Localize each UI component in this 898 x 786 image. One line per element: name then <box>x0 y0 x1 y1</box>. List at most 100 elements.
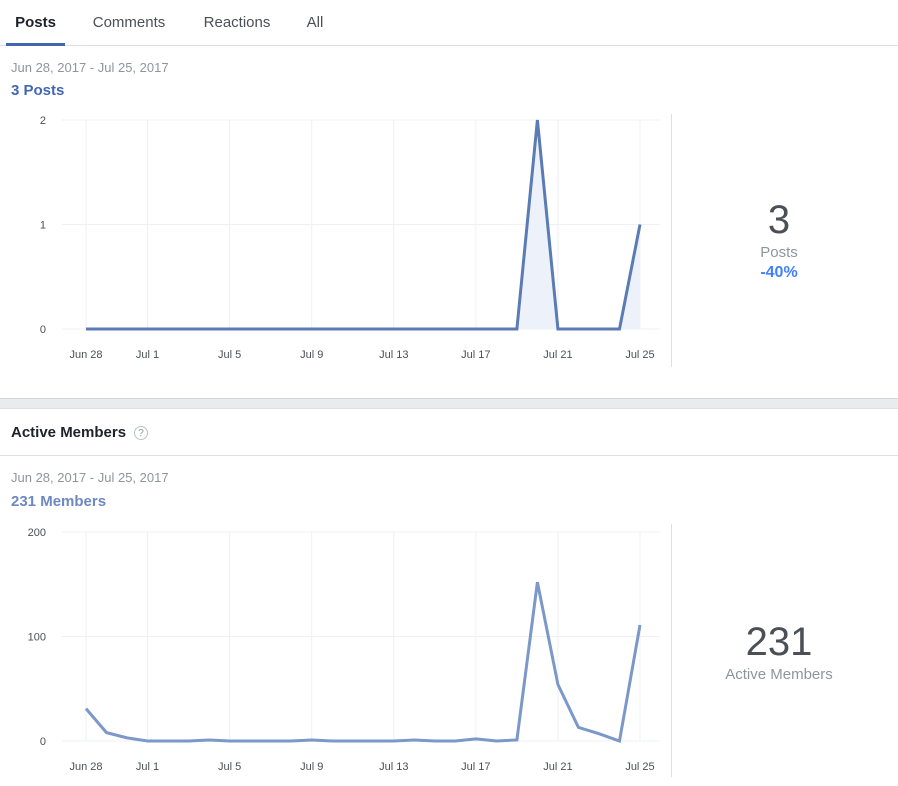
posts-chart-data-point <box>433 328 436 331</box>
members-chart-data-point <box>597 732 600 735</box>
posts-chart-data-point <box>372 328 375 331</box>
members-chart-data-point <box>536 581 539 584</box>
posts-chart-data-point <box>249 328 252 331</box>
posts-chart-data-point <box>454 328 457 331</box>
members-date-range: Jun 28, 2017 - Jul 25, 2017 <box>11 470 169 485</box>
posts-chart-x-tick-label: Jul 25 <box>625 349 654 361</box>
members-chart-x-tick-label: Jul 25 <box>625 761 654 773</box>
posts-stat-divider <box>671 114 672 367</box>
members-chart-data-point <box>495 740 498 743</box>
posts-stat-value: 3 <box>767 198 791 242</box>
members-chart-data-point <box>433 740 436 743</box>
posts-chart-data-point <box>187 328 190 331</box>
posts-chart-data-point <box>167 328 170 331</box>
posts-chart-x-tick-label: Jul 5 <box>218 349 241 361</box>
posts-chart-y-tick-label: 1 <box>40 220 46 232</box>
members-chart-data-point <box>372 740 375 743</box>
members-chart-data-point <box>351 740 354 743</box>
members-chart-data-point <box>85 707 88 710</box>
members-chart-data-point <box>228 740 231 743</box>
members-chart-x-tick-label: Jul 21 <box>543 761 572 773</box>
members-chart-x-tick-label: Jul 13 <box>379 761 408 773</box>
members-stat-label: Active Members <box>725 666 833 683</box>
posts-chart-data-point <box>269 328 272 331</box>
members-chart-x-tick-label: Jul 17 <box>461 761 490 773</box>
posts-chart-data-point <box>495 328 498 331</box>
posts-summary-link[interactable]: 3 Posts <box>11 82 65 99</box>
members-stat-divider <box>671 524 672 777</box>
question-icon[interactable]: ? <box>134 426 148 440</box>
members-chart-y-tick-label: 200 <box>28 527 46 539</box>
posts-chart-x-tick-label: Jul 9 <box>300 349 323 361</box>
members-chart-data-point <box>454 740 457 743</box>
members-chart-x-tick-label: Jul 9 <box>300 761 323 773</box>
active-members-title: Active Members <box>11 424 127 441</box>
members-chart-x-tick-label: Jul 5 <box>218 761 241 773</box>
posts-chart-y-tick-label: 2 <box>40 115 46 127</box>
members-chart-data-point <box>639 624 642 627</box>
posts-chart-series-line <box>86 119 642 331</box>
posts-chart-data-point <box>577 328 580 331</box>
members-chart-data-point <box>474 737 477 740</box>
posts-chart-x-tick-label: Jul 17 <box>461 349 490 361</box>
members-chart: 0 100 200 Jun 28 Jul 1 Jul 5 Jul 9 Jul 13 Jul 17… <box>28 527 660 773</box>
members-chart-x-tick-label: Jun 28 <box>69 761 102 773</box>
posts-chart-data-point <box>515 328 518 331</box>
posts-chart-data-point <box>597 328 600 331</box>
tab-all[interactable]: All <box>306 14 324 31</box>
tab-bar: Posts Comments Reactions All <box>0 0 898 46</box>
posts-chart-data-point <box>310 328 313 331</box>
members-chart-y-tick-label: 0 <box>40 736 46 748</box>
members-chart-data-point <box>208 738 211 741</box>
members-chart-x-tick-label: Jul 1 <box>136 761 159 773</box>
posts-chart-data-point <box>331 328 334 331</box>
posts-chart: 0 1 2 Jun 28 Jul 1 Jul 5 Jul 9 Jul 13 Jul 17 Jul … <box>40 115 660 361</box>
tab-reactions[interactable]: Reactions <box>203 14 271 31</box>
members-chart-data-point <box>187 740 190 743</box>
posts-stat-label: Posts <box>760 244 798 261</box>
members-chart-series-line <box>84 581 642 744</box>
section-divider <box>0 398 898 409</box>
posts-chart-data-point <box>536 119 539 122</box>
posts-chart-data-point <box>208 328 211 331</box>
members-chart-data-point <box>310 738 313 741</box>
posts-chart-x-tick-label: Jul 13 <box>379 349 408 361</box>
members-chart-data-point <box>577 726 580 729</box>
posts-chart-data-point <box>618 328 621 331</box>
members-summary-link[interactable]: 231 Members <box>11 493 107 510</box>
posts-chart-data-point <box>413 328 416 331</box>
tab-comments[interactable]: Comments <box>92 14 166 31</box>
posts-chart-x-tick-label: Jul 21 <box>543 349 572 361</box>
members-chart-data-point <box>618 740 621 743</box>
members-stat-value: 231 <box>745 620 813 664</box>
members-chart-data-point <box>413 738 416 741</box>
posts-chart-data-point <box>639 223 642 226</box>
members-chart-data-point <box>167 740 170 743</box>
posts-chart-data-point <box>290 328 293 331</box>
tab-posts[interactable]: Posts <box>6 0 65 46</box>
posts-chart-data-point <box>126 328 129 331</box>
members-chart-data-point <box>269 740 272 743</box>
members-chart-data-point <box>392 740 395 743</box>
members-chart-data-point <box>126 736 129 739</box>
posts-chart-area <box>86 120 640 329</box>
members-chart-y-tick-label: 100 <box>28 632 46 644</box>
posts-date-range: Jun 28, 2017 - Jul 25, 2017 <box>11 60 169 75</box>
members-chart-data-point <box>290 740 293 743</box>
posts-chart-data-point <box>85 328 88 331</box>
members-chart-data-point <box>105 731 108 734</box>
posts-chart-data-point <box>146 328 149 331</box>
posts-chart-data-point <box>474 328 477 331</box>
members-chart-data-point <box>331 740 334 743</box>
posts-chart-data-point <box>556 328 559 331</box>
posts-chart-data-point <box>351 328 354 331</box>
members-chart-data-point <box>515 738 518 741</box>
posts-chart-data-point <box>392 328 395 331</box>
posts-chart-x-tick-label: Jun 28 <box>69 349 102 361</box>
posts-chart-y-tick-label: 0 <box>40 324 46 336</box>
members-chart-data-point <box>249 740 252 743</box>
posts-stat-change: -40% <box>760 264 798 281</box>
posts-chart-data-point <box>105 328 108 331</box>
members-chart-data-point <box>556 683 559 686</box>
section-header-rule <box>0 455 898 456</box>
